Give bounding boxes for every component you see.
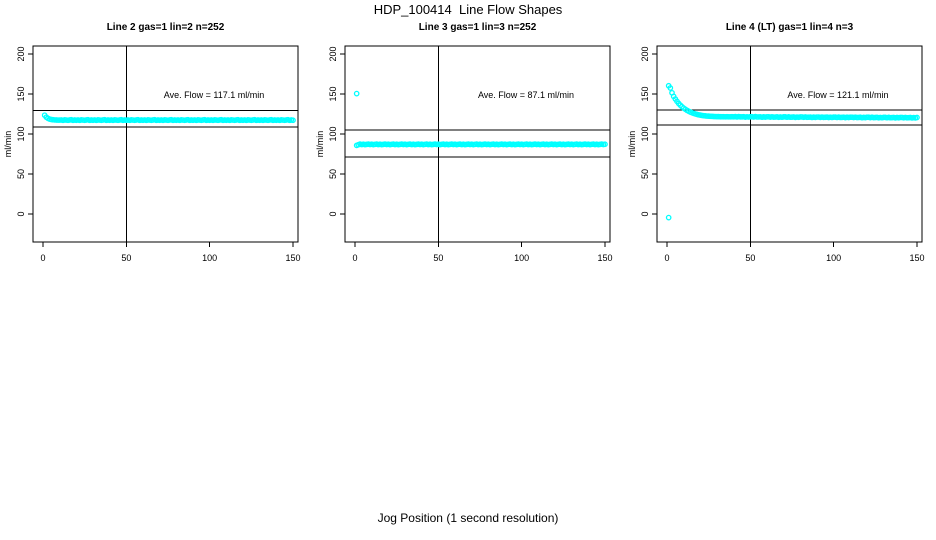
data-point [602, 141, 608, 148]
y-tick-label: 50 [328, 169, 338, 179]
data-points [353, 90, 608, 149]
y-axis-unit-label: ml/min [3, 131, 13, 158]
y-tick-label: 100 [16, 126, 26, 141]
flow-panel-1: Line 2 gas=1 lin=2 n=252 0 50 100 150 0 50 100 1… [3, 22, 301, 263]
panel-title: Line 4 (LT) gas=1 lin=4 n=3 [726, 22, 854, 33]
x-tick-label: 0 [40, 253, 45, 263]
x-tick-label: 50 [121, 253, 131, 263]
y-tick-label: 0 [16, 211, 26, 216]
y-tick-label: 150 [640, 86, 650, 101]
ave-flow-annotation: Ave. Flow = 121.1 ml/min [787, 90, 888, 100]
data-points [665, 82, 920, 221]
y-tick-label: 150 [328, 86, 338, 101]
x-tick-label: 0 [664, 253, 669, 263]
y-tick-label: 200 [328, 46, 338, 61]
outlier-point [665, 214, 672, 221]
plot-frame [344, 45, 611, 243]
outlier-point [353, 90, 360, 97]
y-tick-label: 100 [328, 126, 338, 141]
y-axis-unit-label: ml/min [315, 131, 325, 158]
x-tick-label: 100 [826, 253, 841, 263]
x-tick-label: 100 [202, 253, 217, 263]
x-tick-label: 100 [514, 253, 529, 263]
y-tick-label: 200 [16, 46, 26, 61]
x-tick-label: 150 [597, 253, 612, 263]
x-tick-label: 150 [909, 253, 924, 263]
x-axis-caption: Jog Position (1 second resolution) [377, 511, 559, 525]
y-tick-label: 50 [640, 169, 650, 179]
ave-flow-annotation: Ave. Flow = 117.1 ml/min [164, 90, 264, 100]
plot-frame [32, 45, 299, 243]
data-point [290, 117, 296, 124]
flow-panel-2: Line 3 gas=1 lin=3 n=252 0 50 100 150 0 50 100 1… [315, 22, 613, 263]
x-tick-label: 50 [745, 253, 755, 263]
ave-flow-annotation: Ave. Flow = 87.1 ml/min [478, 90, 574, 100]
panel-title: Line 2 gas=1 lin=2 n=252 [107, 22, 225, 33]
data-point [914, 114, 920, 121]
y-tick-label: 0 [640, 211, 650, 216]
data-points [41, 112, 296, 124]
y-tick-label: 50 [16, 169, 26, 179]
panel-title: Line 3 gas=1 lin=3 n=252 [419, 22, 537, 33]
y-axis-unit-label: ml/min [627, 131, 637, 158]
y-tick-label: 200 [640, 46, 650, 61]
x-tick-label: 150 [285, 253, 300, 263]
figure-title: HDP_100414 Line Flow Shapes [373, 2, 563, 17]
y-tick-label: 0 [328, 211, 338, 216]
data-point [667, 85, 674, 91]
x-tick-label: 0 [352, 253, 357, 263]
plot-frame [656, 45, 923, 243]
flow-panel-3: Line 4 (LT) gas=1 lin=4 n=3 0 50 100 150 0 50 1… [627, 22, 925, 263]
y-tick-label: 100 [640, 126, 650, 141]
x-tick-label: 50 [433, 253, 443, 263]
panel-row: Line 2 gas=1 lin=2 n=252 0 50 100 150 0 50 100 1… [3, 22, 925, 263]
y-tick-label: 150 [16, 86, 26, 101]
